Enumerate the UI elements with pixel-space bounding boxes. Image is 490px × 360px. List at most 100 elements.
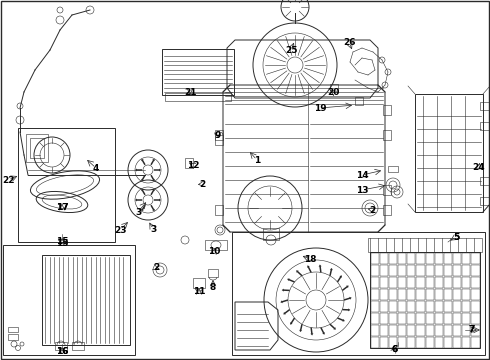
Bar <box>407 301 416 311</box>
Bar <box>416 337 424 347</box>
Bar <box>398 252 406 264</box>
Text: 2: 2 <box>153 264 159 273</box>
FancyArrow shape <box>154 168 161 171</box>
Bar <box>444 265 452 275</box>
Bar <box>407 312 416 324</box>
FancyArrow shape <box>150 205 155 211</box>
Text: 13: 13 <box>356 185 368 194</box>
FancyArrow shape <box>150 159 155 165</box>
Bar <box>368 238 482 252</box>
Bar <box>462 276 470 288</box>
Bar <box>425 337 434 347</box>
Bar <box>3 245 135 355</box>
Bar <box>383 205 391 215</box>
FancyArrow shape <box>135 168 142 171</box>
Bar <box>383 130 391 140</box>
Text: 7: 7 <box>469 325 475 334</box>
FancyArrow shape <box>342 285 349 291</box>
Text: 24: 24 <box>473 162 485 171</box>
Bar <box>383 185 391 195</box>
Bar <box>462 312 470 324</box>
Bar <box>407 324 416 336</box>
Bar <box>462 301 470 311</box>
Text: 16: 16 <box>56 347 68 356</box>
Text: 11: 11 <box>193 288 205 297</box>
Text: 26: 26 <box>343 37 355 46</box>
Bar <box>444 252 452 264</box>
FancyArrow shape <box>337 317 345 322</box>
FancyArrow shape <box>282 289 290 292</box>
Bar <box>425 252 434 264</box>
Text: 2: 2 <box>369 206 375 215</box>
Bar <box>380 324 388 336</box>
Bar <box>444 288 452 300</box>
Bar <box>435 301 443 311</box>
Bar <box>380 301 388 311</box>
Bar <box>380 337 388 347</box>
Bar <box>462 288 470 300</box>
FancyArrow shape <box>280 299 288 303</box>
Bar <box>435 324 443 336</box>
FancyArrow shape <box>307 265 312 273</box>
Bar <box>416 265 424 275</box>
Bar <box>8 327 18 332</box>
Bar <box>444 337 452 347</box>
Text: 2: 2 <box>199 180 205 189</box>
Bar <box>453 301 461 311</box>
Bar <box>389 252 397 264</box>
FancyArrow shape <box>343 309 350 311</box>
Text: 17: 17 <box>56 202 68 212</box>
Bar <box>389 288 397 300</box>
Bar <box>380 312 388 324</box>
FancyArrow shape <box>141 159 146 165</box>
Text: 1: 1 <box>254 156 260 165</box>
Bar <box>215 130 223 140</box>
FancyArrow shape <box>290 318 295 325</box>
FancyArrow shape <box>135 198 142 202</box>
Text: 17: 17 <box>56 202 68 212</box>
Bar <box>444 324 452 336</box>
Bar <box>398 288 406 300</box>
FancyArrow shape <box>318 265 321 273</box>
Bar <box>444 301 452 311</box>
Bar <box>380 252 388 264</box>
Bar <box>370 324 379 336</box>
Bar <box>42 255 130 345</box>
Bar <box>480 102 490 110</box>
Text: 20: 20 <box>327 87 339 96</box>
Bar <box>380 265 388 275</box>
Bar <box>55 342 67 350</box>
Bar <box>72 342 84 350</box>
Bar <box>425 288 434 300</box>
Bar <box>471 324 480 336</box>
Bar <box>462 252 470 264</box>
Bar <box>453 276 461 288</box>
Bar <box>435 337 443 347</box>
Bar <box>480 177 490 185</box>
FancyArrow shape <box>141 205 146 211</box>
Bar <box>389 312 397 324</box>
Bar <box>383 105 391 115</box>
Bar <box>425 265 434 275</box>
Text: 3: 3 <box>135 207 141 216</box>
Text: 4: 4 <box>93 163 99 172</box>
Bar <box>453 265 461 275</box>
FancyArrow shape <box>337 275 342 282</box>
Text: 9: 9 <box>215 131 221 140</box>
Bar <box>398 276 406 288</box>
Text: 25: 25 <box>285 45 297 54</box>
Bar <box>389 276 397 288</box>
Bar <box>416 276 424 288</box>
Bar <box>185 158 193 168</box>
Bar <box>370 337 379 347</box>
Bar <box>380 288 388 300</box>
Bar <box>453 288 461 300</box>
Bar <box>471 276 480 288</box>
Bar <box>30 138 44 158</box>
Bar <box>370 252 480 348</box>
Bar <box>471 265 480 275</box>
Bar <box>416 301 424 311</box>
Bar <box>389 265 397 275</box>
Bar <box>370 252 379 264</box>
Text: 16: 16 <box>56 347 68 356</box>
